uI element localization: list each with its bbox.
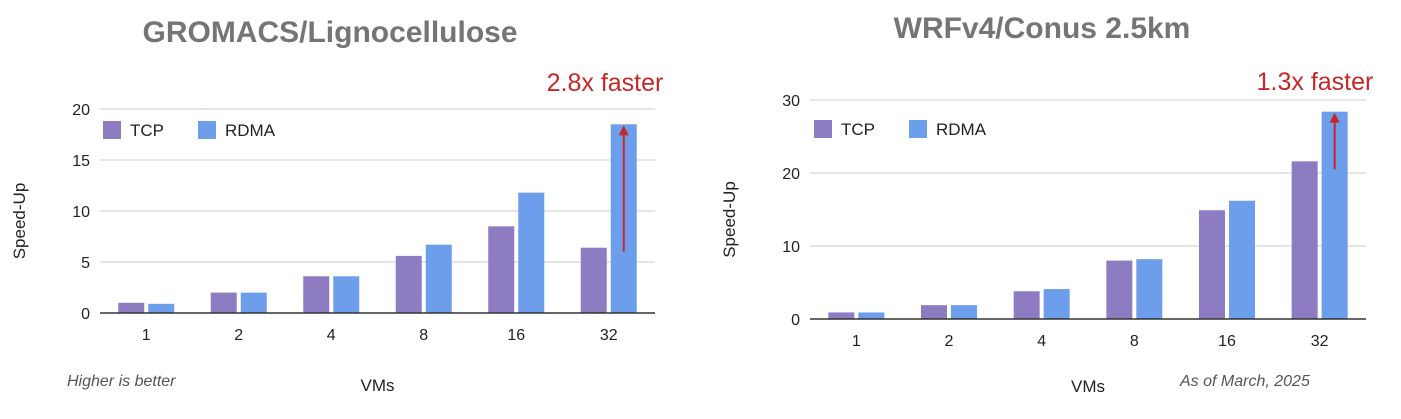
bar-rdma-16 — [518, 192, 545, 313]
note-as-of-date: As of March, 2025 — [1180, 373, 1310, 390]
legend-label-rdma: RDMA — [225, 121, 276, 140]
chart-title: GROMACS/Lignocellulose — [142, 16, 517, 49]
legend-swatch-tcp — [814, 120, 832, 138]
annotation-arrow-head — [618, 125, 629, 136]
legend-label-tcp: TCP — [841, 120, 875, 139]
bar-tcp-8 — [1106, 260, 1133, 319]
bar-tcp-1 — [828, 312, 855, 319]
y-tick-label: 30 — [782, 93, 800, 110]
y-tick-label: 0 — [81, 306, 90, 323]
x-tick-label: 2 — [234, 327, 243, 344]
x-tick-label: 1 — [852, 333, 861, 350]
y-tick-label: 10 — [782, 239, 800, 256]
x-tick-label: 4 — [327, 327, 336, 344]
y-tick-label: 0 — [791, 312, 800, 329]
bar-tcp-32 — [580, 247, 607, 313]
legend-swatch-rdma — [909, 120, 927, 138]
x-tick-label: 16 — [507, 327, 525, 344]
x-tick-label: 2 — [945, 333, 954, 350]
legend-label-rdma: RDMA — [936, 120, 987, 139]
annotation-arrow-head — [1329, 112, 1340, 123]
chart-2: WRFv4/Conus 2.5km 0 10 20 30 1 2 4 8 16 32 VMs Speed… — [720, 12, 1373, 396]
bar-rdma-1 — [858, 312, 885, 319]
bar-tcp-1 — [118, 302, 145, 313]
bar-rdma-4 — [333, 276, 360, 313]
x-tick-label: 16 — [1218, 333, 1236, 350]
y-axis-label: Speed-Up — [10, 183, 29, 260]
y-axis-label: Speed-Up — [720, 181, 739, 258]
y-tick-label: 20 — [782, 166, 800, 183]
x-tick-label: 32 — [600, 327, 618, 344]
annotation-text: 1.3x faster — [1257, 68, 1374, 96]
x-axis-label: VMs — [1071, 377, 1105, 396]
x-tick-label: 8 — [1130, 333, 1139, 350]
bar-rdma-8 — [425, 244, 452, 313]
x-tick-label: 32 — [1311, 333, 1329, 350]
bar-rdma-4 — [1043, 289, 1070, 319]
bar-rdma-1 — [148, 303, 175, 313]
legend-swatch-rdma — [198, 121, 216, 139]
bar-tcp-8 — [395, 255, 422, 313]
bar-rdma-16 — [1229, 200, 1255, 319]
annotation-text: 2.8x faster — [547, 69, 664, 97]
bar-tcp-4 — [303, 276, 330, 313]
y-tick-label: 5 — [81, 255, 90, 272]
legend-label-tcp: TCP — [130, 121, 164, 140]
bar-rdma-2 — [951, 305, 977, 319]
bar-tcp-16 — [1199, 210, 1225, 319]
y-tick-label: 20 — [72, 102, 90, 119]
chart-title: WRFv4/Conus 2.5km — [894, 12, 1191, 45]
x-tick-label: 8 — [419, 327, 428, 344]
bar-tcp-16 — [488, 226, 515, 313]
bar-tcp-4 — [1013, 291, 1040, 319]
bar-tcp-32 — [1291, 161, 1318, 319]
legend-swatch-tcp — [103, 121, 121, 139]
y-tick-label: 10 — [72, 204, 90, 221]
bar-tcp-2 — [210, 292, 237, 313]
bar-rdma-8 — [1136, 259, 1163, 319]
x-tick-label: 4 — [1037, 333, 1046, 350]
bar-tcp-2 — [921, 305, 947, 319]
x-tick-label: 1 — [142, 327, 151, 344]
x-axis-label: VMs — [361, 376, 395, 395]
y-tick-label: 15 — [72, 153, 90, 170]
bar-rdma-2 — [240, 292, 267, 313]
note-higher-is-better: Higher is better — [67, 373, 176, 390]
